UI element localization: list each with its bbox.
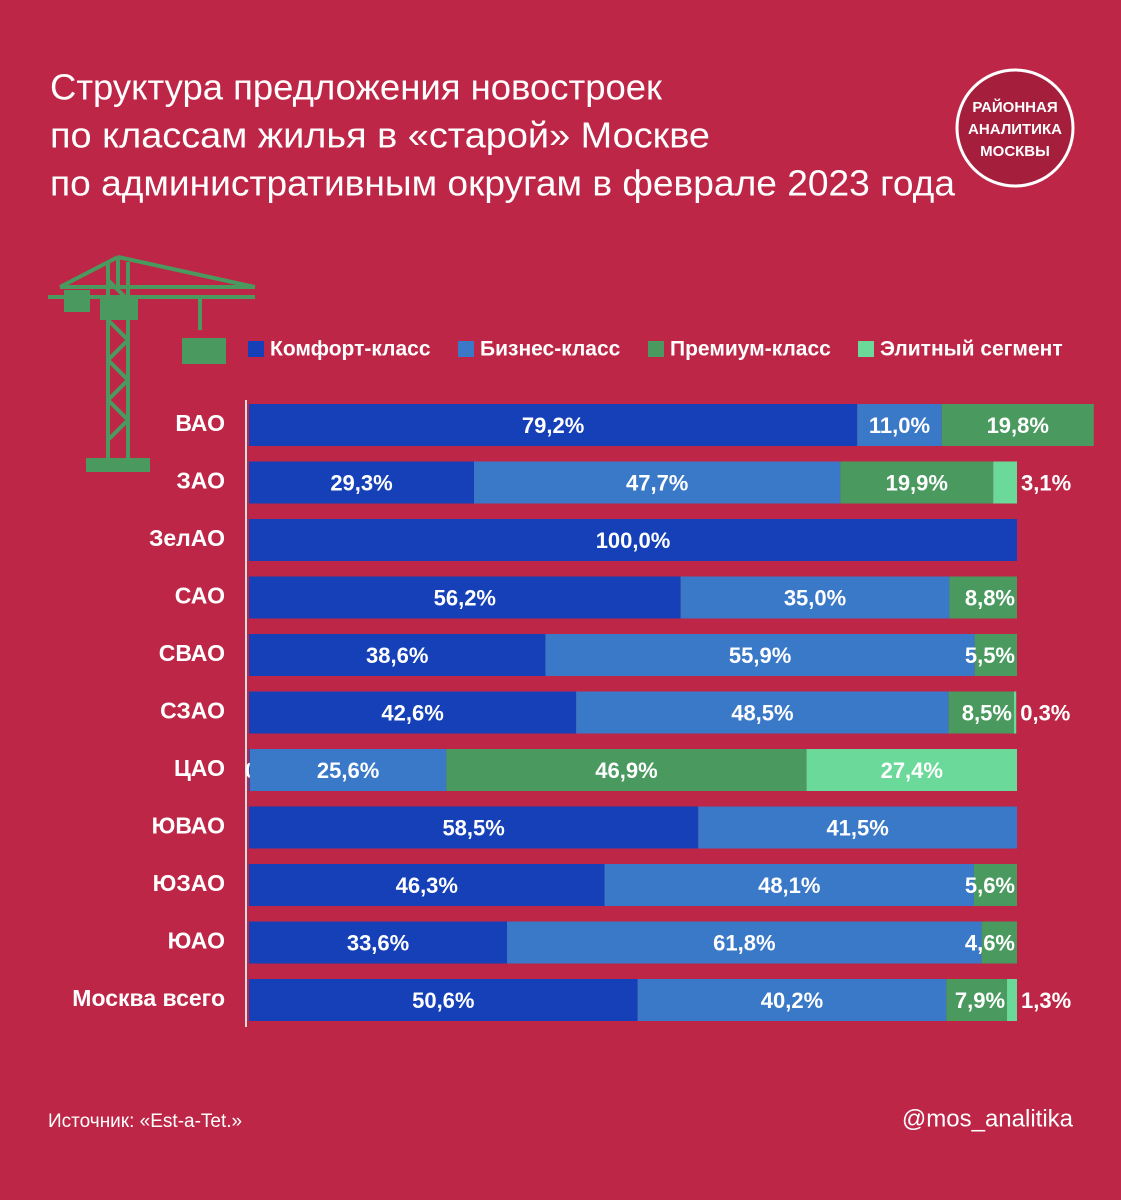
value-label: 0,3% [1020, 700, 1070, 725]
bar-segment [249, 404, 858, 446]
bar-segment [507, 921, 982, 964]
value-label: 3,1% [1021, 470, 1071, 495]
logo-circle [955, 68, 1075, 188]
legend-swatch [458, 341, 474, 357]
bar-segment [474, 461, 841, 504]
value-label: 100,0% [596, 528, 671, 553]
bar-segment [249, 691, 577, 734]
value-label: 1,3% [1021, 988, 1071, 1013]
value-label: 58,5% [442, 815, 504, 840]
value-label: 79,2% [522, 413, 584, 438]
source: Источник: «Est-a-Tet.» [48, 1111, 242, 1132]
bar-segment [604, 864, 974, 906]
legend-label: Комфорт-класс [270, 338, 431, 361]
value-label: 48,1% [758, 873, 820, 898]
legend-swatch [648, 341, 664, 357]
bar-segment [1013, 691, 1017, 734]
value-label: 5,6% [965, 873, 1015, 898]
chart-title: по классам жилья в «старой» Москве [50, 115, 710, 156]
value-label: 55,9% [729, 643, 791, 668]
value-label: 46,3% [396, 873, 458, 898]
bar-segment [974, 634, 1017, 676]
value-label: 8,5% [962, 700, 1012, 725]
bar-segment [698, 806, 1017, 849]
value-label: 19,9% [886, 470, 948, 495]
value-label: 11,0% [869, 413, 930, 438]
bar-segment [1007, 979, 1017, 1021]
value-label: 4,6% [965, 930, 1015, 955]
value-label: 48,5% [731, 700, 793, 725]
bar-segment [806, 749, 1017, 791]
bar-segment [249, 749, 250, 791]
bar-segment [946, 979, 1008, 1021]
bar-segment [249, 461, 475, 504]
value-label: 38,6% [366, 643, 428, 668]
value-label: 5,5% [965, 643, 1015, 668]
bar-segment [249, 806, 699, 849]
y-tick-label: ЗАО [176, 468, 225, 494]
y-tick-label: СЗАО [160, 698, 225, 724]
bar-segment [249, 979, 638, 1021]
bar-segment [981, 921, 1017, 964]
bar-segment [249, 519, 1017, 561]
value-label: 19,8% [987, 413, 1049, 438]
value-label: 56,2% [434, 585, 496, 610]
logo-text: РАЙОННАЯ [972, 98, 1057, 116]
chart-title: по административным округам в феврале 20… [50, 163, 956, 204]
value-label: 33,6% [347, 930, 409, 955]
bar-segment [576, 691, 949, 734]
value-label: 50,6% [412, 988, 474, 1013]
logo-text: МОСКВЫ [980, 143, 1050, 160]
bar-segment [680, 576, 950, 619]
value-label: 46,9% [595, 758, 657, 783]
value-label: 40,2% [761, 988, 823, 1013]
value-label: 61,8% [713, 930, 775, 955]
bar-segment [249, 921, 508, 964]
legend-swatch [248, 341, 264, 357]
bar-segment [857, 404, 942, 446]
value-label: 42,6% [381, 700, 443, 725]
value-label: 8,8% [965, 585, 1015, 610]
bar-segment [249, 576, 681, 619]
y-tick-label: ЮЗАО [153, 870, 225, 896]
bar-segment [941, 404, 1094, 446]
bar-segment [249, 634, 546, 676]
value-label: 47,7% [626, 470, 688, 495]
legend-label: Премиум-класс [670, 338, 831, 361]
y-tick-label: ЮВАО [152, 813, 225, 839]
chart-title: Структура предложения новостроек [50, 67, 662, 108]
y-tick-label: САО [175, 583, 225, 609]
y-tick-label: ВАО [175, 410, 225, 436]
legend-label: Элитный сегмент [880, 338, 1063, 361]
y-tick-label: ЗелАО [149, 525, 225, 551]
bar-segment [249, 749, 447, 791]
logo-text: АНАЛИТИКА [968, 121, 1062, 138]
value-label: 29,3% [330, 470, 392, 495]
bar-segment [973, 864, 1017, 906]
logo: РАЙОННАЯ АНАЛИТИКА МОСКВЫ [955, 68, 1075, 188]
value-label: 35,0% [784, 585, 846, 610]
y-tick-label: ЦАО [174, 755, 225, 781]
y-tick-label: Москва всего [72, 985, 225, 1011]
bar-segment [637, 979, 947, 1021]
legend-swatch [858, 341, 874, 357]
bar-segment [840, 461, 994, 504]
crane-icon [48, 255, 256, 472]
bar-segment [949, 576, 1017, 619]
value-label: 7,9% [955, 988, 1005, 1013]
value-label: 25,6% [317, 758, 379, 783]
value-label: 41,5% [826, 815, 888, 840]
bar-segment [249, 864, 605, 906]
bar-segment [948, 691, 1014, 734]
value-label: 27,4% [881, 758, 943, 783]
bar-segment [545, 634, 975, 676]
handle: @mos_analitika [902, 1105, 1074, 1132]
bar-segment [993, 461, 1017, 504]
y-tick-label: СВАО [159, 640, 225, 666]
legend-label: Бизнес-класс [480, 338, 621, 361]
y-tick-label: ЮАО [168, 928, 225, 954]
bar-segment [446, 749, 807, 791]
